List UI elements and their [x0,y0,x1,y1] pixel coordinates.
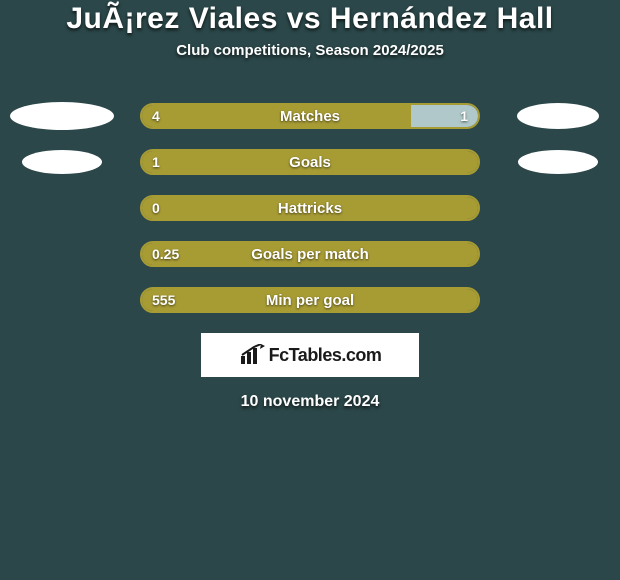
bar-left-fill [142,289,478,311]
bar-left-fill [142,151,478,173]
right-ellipse-slot [498,150,618,174]
stat-row: 41Matches [0,103,620,129]
player-right-ellipse [518,150,598,174]
datestamp: 10 november 2024 [0,393,620,411]
stat-bar: 1Goals [140,149,480,175]
bar-left-fill [142,197,478,219]
stat-rows: 41Matches 1Goals 0Hattricks 0.25Goals per m… [0,103,620,313]
stat-row: 1Goals [0,149,620,175]
branding-badge: FcTables.com [201,333,419,377]
player-left-ellipse [22,150,102,174]
right-ellipse-slot [498,103,618,129]
stat-row: 0.25Goals per match [0,241,620,267]
chart-icon [239,344,265,366]
player-left-ellipse [10,102,114,130]
stat-row: 555Min per goal [0,287,620,313]
bar-right-fill [411,105,478,127]
stat-bar: 41Matches [140,103,480,129]
bar-left-fill [142,105,411,127]
left-ellipse-slot [2,102,122,130]
bar-left-fill [142,243,478,265]
page-title: JuÃ¡rez Viales vs Hernández Hall [0,2,620,36]
stat-row: 0Hattricks [0,195,620,221]
player-right-ellipse [517,103,599,129]
comparison-infographic: JuÃ¡rez Viales vs Hernández Hall Club co… [0,0,620,580]
left-ellipse-slot [2,150,122,174]
stat-bar: 0Hattricks [140,195,480,221]
page-subtitle: Club competitions, Season 2024/2025 [0,42,620,59]
stat-bar: 555Min per goal [140,287,480,313]
branding-text: FcTables.com [269,345,382,366]
stat-bar: 0.25Goals per match [140,241,480,267]
